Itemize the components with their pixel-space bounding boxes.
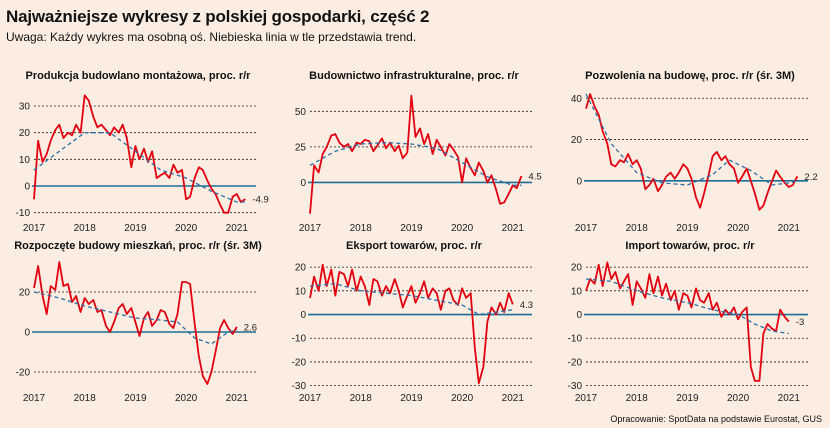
chart-panel-exports: Eksport towarów, proc. r/r -30 -20 -10 0 10 2… <box>276 238 552 416</box>
y-tick-label: 20 <box>571 263 583 274</box>
series-line <box>309 94 523 214</box>
x-tick-label: 2020 <box>175 223 198 234</box>
y-tick-label: 10 <box>19 155 31 166</box>
end-value-label: 4.5 <box>528 172 541 183</box>
trend-line <box>33 132 246 203</box>
source-note: Opracowanie: SpotData na podstawie Euros… <box>610 414 822 424</box>
x-tick-label: 2018 <box>350 223 373 234</box>
y-tick-label: 0 <box>24 328 30 339</box>
page-subtitle: Uwaga: Każdy wykres ma osobną oś. Niebie… <box>6 30 417 44</box>
end-value-label: 4.3 <box>520 300 533 311</box>
x-tick-label: 2020 <box>451 223 474 234</box>
end-value-label: 2.6 <box>244 322 257 333</box>
x-tick-label: 2018 <box>626 393 649 404</box>
x-tick-label: 2019 <box>400 223 423 234</box>
y-tick-label: 10 <box>295 286 307 297</box>
x-tick-label: 2021 <box>778 393 801 404</box>
y-tick-label: 20 <box>19 128 31 139</box>
y-tick-label: 30 <box>19 102 31 113</box>
series-line <box>309 263 514 385</box>
chart-panel-housing-starts: Rozpoczęte budowy mieszkań, proc. r/r (ś… <box>0 238 276 416</box>
trend-line <box>309 141 522 186</box>
y-tick-label: -30 <box>292 381 307 392</box>
chart-svg: -30 -20 -10 0 10 20 2017 2018 2019 2020 2021 4.3 <box>292 263 533 404</box>
y-tick-label: -20 <box>16 368 31 379</box>
x-tick-label: 2020 <box>727 393 750 404</box>
x-tick-label: 2018 <box>74 393 97 404</box>
chart-svg: -20 0 20 2017 2018 2019 2020 2021 2.6 <box>16 261 257 404</box>
y-tick-label: 0 <box>300 310 306 321</box>
chart-title: Eksport towarów, proc. r/r <box>346 240 482 252</box>
x-tick-label: 2021 <box>226 393 249 404</box>
x-tick-label: 2017 <box>575 393 598 404</box>
y-tick-label: 0 <box>24 182 30 193</box>
x-tick-label: 2019 <box>124 223 147 234</box>
y-tick-label: 20 <box>19 288 31 299</box>
x-tick-label: 2019 <box>124 393 147 404</box>
y-tick-label: 20 <box>295 263 307 274</box>
chart-title: Rozpoczęte budowy mieszkań, proc. r/r (ś… <box>14 240 262 252</box>
x-tick-label: 2018 <box>350 393 373 404</box>
y-tick-label: 0 <box>300 178 306 189</box>
x-tick-label: 2017 <box>23 393 46 404</box>
end-value-label: -4.9 <box>252 195 268 206</box>
x-tick-label: 2021 <box>502 393 525 404</box>
trend-line <box>33 291 237 345</box>
chart-title: Budownictwo infrastrukturalne, proc. r/r <box>309 70 519 82</box>
chart-panel-construction-output: Produkcja budowlano montażowa, proc. r/r… <box>0 68 276 246</box>
end-value-label: 2.2 <box>804 172 817 183</box>
y-tick-label: -10 <box>292 334 307 345</box>
chart-svg: 0 20 40 2017 2018 2019 2020 2021 2.2 <box>571 93 818 234</box>
y-tick-label: -20 <box>292 357 307 368</box>
y-tick-label: -10 <box>568 334 583 345</box>
x-tick-label: 2017 <box>299 223 322 234</box>
trend-line <box>585 278 789 335</box>
chart-svg: -30 -20 -10 0 10 20 2017 2018 2019 2020 2021 -3 <box>568 261 808 404</box>
y-tick-label: -30 <box>568 381 583 392</box>
chart-svg: 0 25 50 2017 2018 2019 2020 2021 4.5 <box>295 94 542 234</box>
chart-panel-building-permits: Pozwolenia na budowę, proc. r/r (śr. 3M)… <box>552 68 828 246</box>
y-tick-label: 0 <box>576 310 582 321</box>
y-tick-label: 10 <box>571 286 583 297</box>
y-tick-label: 0 <box>576 176 582 187</box>
x-tick-label: 2017 <box>299 393 322 404</box>
chart-title: Pozwolenia na budowę, proc. r/r (śr. 3M) <box>585 70 795 82</box>
y-tick-label: 40 <box>571 94 583 105</box>
x-tick-label: 2019 <box>676 223 699 234</box>
y-tick-label: -10 <box>16 208 31 219</box>
x-tick-label: 2017 <box>575 223 598 234</box>
chart-title: Produkcja budowlano montażowa, proc. r/r <box>25 70 251 82</box>
x-tick-label: 2020 <box>727 223 750 234</box>
trend-line <box>309 283 513 316</box>
chart-svg: -10 0 10 20 30 2017 2018 2019 2020 2021 -4.9 <box>16 94 269 234</box>
x-tick-label: 2019 <box>400 393 423 404</box>
series-line <box>585 93 799 211</box>
x-tick-label: 2020 <box>451 393 474 404</box>
chart-title: Import towarów, proc. r/r <box>625 240 755 252</box>
x-tick-label: 2018 <box>74 223 97 234</box>
series-line <box>33 94 246 214</box>
x-tick-label: 2021 <box>502 223 525 234</box>
x-tick-label: 2021 <box>778 223 801 234</box>
y-tick-label: 20 <box>571 135 583 146</box>
x-tick-label: 2021 <box>226 223 249 234</box>
x-tick-label: 2019 <box>676 393 699 404</box>
series-line <box>33 261 238 385</box>
end-value-label: -3 <box>796 317 804 328</box>
y-tick-label: 50 <box>295 107 307 118</box>
page-title: Najważniejsze wykresy z polskiej gospoda… <box>6 7 430 26</box>
chart-panel-infrastructure: Budownictwo infrastrukturalne, proc. r/r… <box>276 68 552 246</box>
x-tick-label: 2020 <box>175 393 198 404</box>
x-tick-label: 2017 <box>23 223 46 234</box>
y-tick-label: 25 <box>295 142 307 153</box>
y-tick-label: -20 <box>568 357 583 368</box>
series-line <box>585 261 790 382</box>
chart-panel-imports: Import towarów, proc. r/r -30 -20 -10 0 10 20… <box>552 238 828 416</box>
x-tick-label: 2018 <box>626 223 649 234</box>
